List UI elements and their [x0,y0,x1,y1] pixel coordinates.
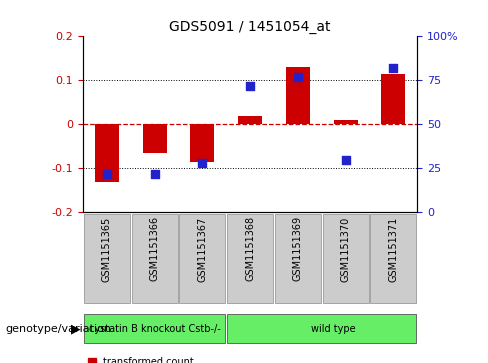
Bar [180,214,225,302]
Bar [132,214,178,302]
Point [103,171,111,176]
Text: GSM1151367: GSM1151367 [197,216,207,282]
Bar [227,314,416,343]
Text: GSM1151370: GSM1151370 [341,216,350,282]
Text: cystatin B knockout Cstb-/-: cystatin B knockout Cstb-/- [89,323,221,334]
Bar [190,124,214,162]
Text: GSM1151371: GSM1151371 [388,216,398,282]
Bar [275,214,321,302]
Bar [382,74,406,124]
Bar [95,124,119,182]
Text: GSM1151365: GSM1151365 [102,216,112,282]
Bar [142,124,166,153]
Bar [238,115,262,124]
Point [342,157,349,163]
Bar [227,214,273,302]
Point [389,65,397,71]
Legend: transformed count, percentile rank within the sample: transformed count, percentile rank withi… [88,357,268,363]
Text: GSM1151366: GSM1151366 [150,216,160,281]
Text: GSM1151369: GSM1151369 [293,216,303,281]
Point [294,74,302,80]
Point [199,160,206,166]
Text: genotype/variation: genotype/variation [5,323,111,334]
Text: wild type: wild type [311,323,356,334]
Point [246,83,254,89]
Text: GSM1151368: GSM1151368 [245,216,255,281]
Bar [286,67,310,124]
Bar [84,314,225,343]
Text: ▶: ▶ [71,322,81,335]
Bar [323,214,368,302]
Bar [84,214,130,302]
Bar [334,120,358,124]
Bar [370,214,416,302]
Title: GDS5091 / 1451054_at: GDS5091 / 1451054_at [169,20,331,34]
Point [151,171,159,176]
